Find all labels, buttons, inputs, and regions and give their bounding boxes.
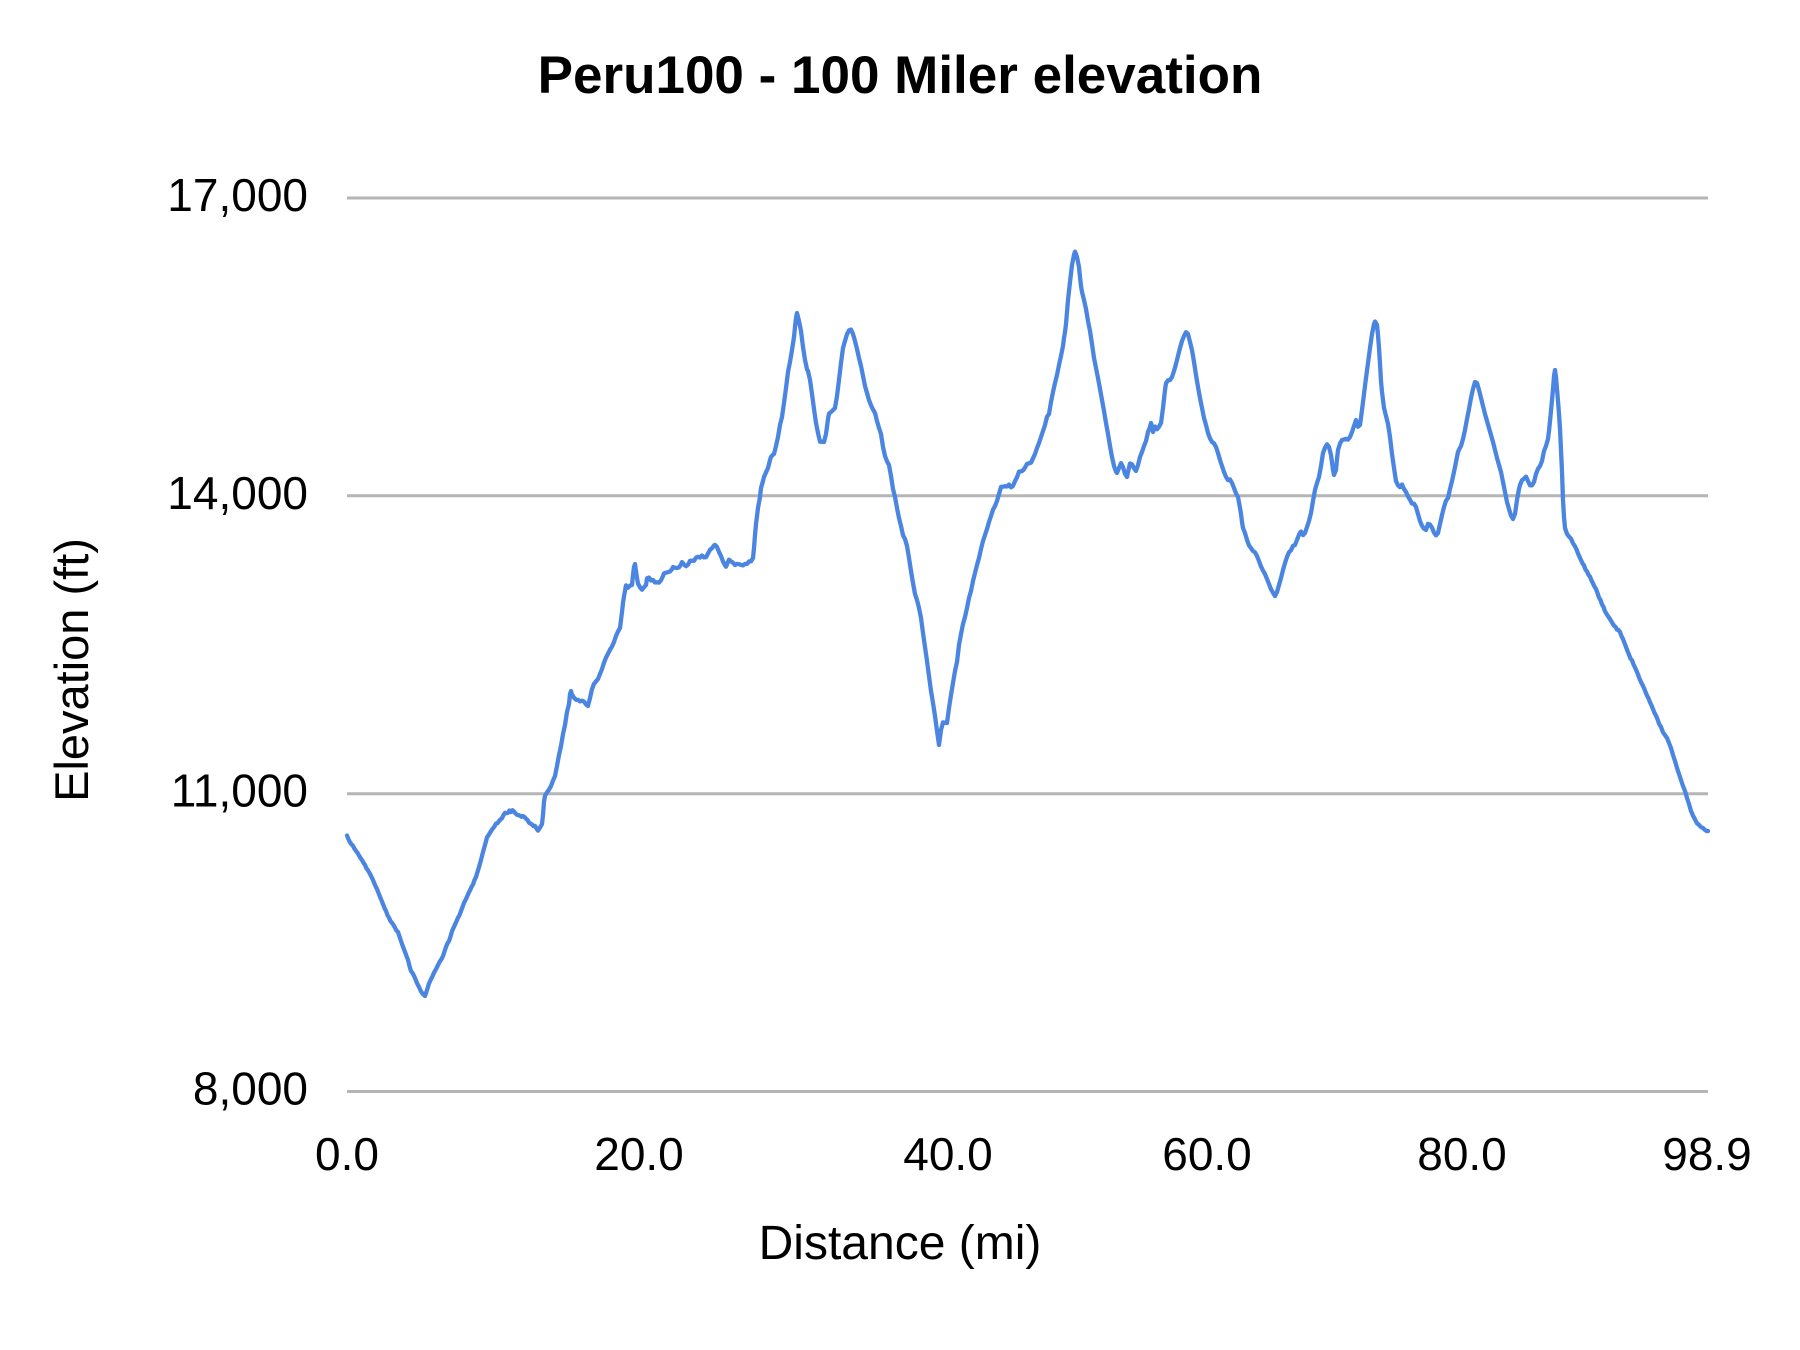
svg-text:98.9: 98.9	[1662, 1128, 1752, 1180]
svg-text:17,000: 17,000	[167, 169, 308, 221]
svg-text:14,000: 14,000	[167, 467, 308, 519]
svg-text:0.0: 0.0	[315, 1128, 379, 1180]
svg-text:Distance (mi): Distance (mi)	[759, 1217, 1042, 1270]
svg-text:8,000: 8,000	[193, 1063, 308, 1115]
svg-text:60.0: 60.0	[1162, 1128, 1252, 1180]
svg-text:Elevation (ft): Elevation (ft)	[45, 538, 98, 802]
svg-text:20.0: 20.0	[594, 1128, 684, 1180]
svg-text:Peru100 - 100 Miler elevation: Peru100 - 100 Miler elevation	[538, 46, 1263, 105]
svg-text:40.0: 40.0	[903, 1128, 993, 1180]
svg-text:80.0: 80.0	[1417, 1128, 1507, 1180]
svg-text:11,000: 11,000	[171, 765, 308, 817]
